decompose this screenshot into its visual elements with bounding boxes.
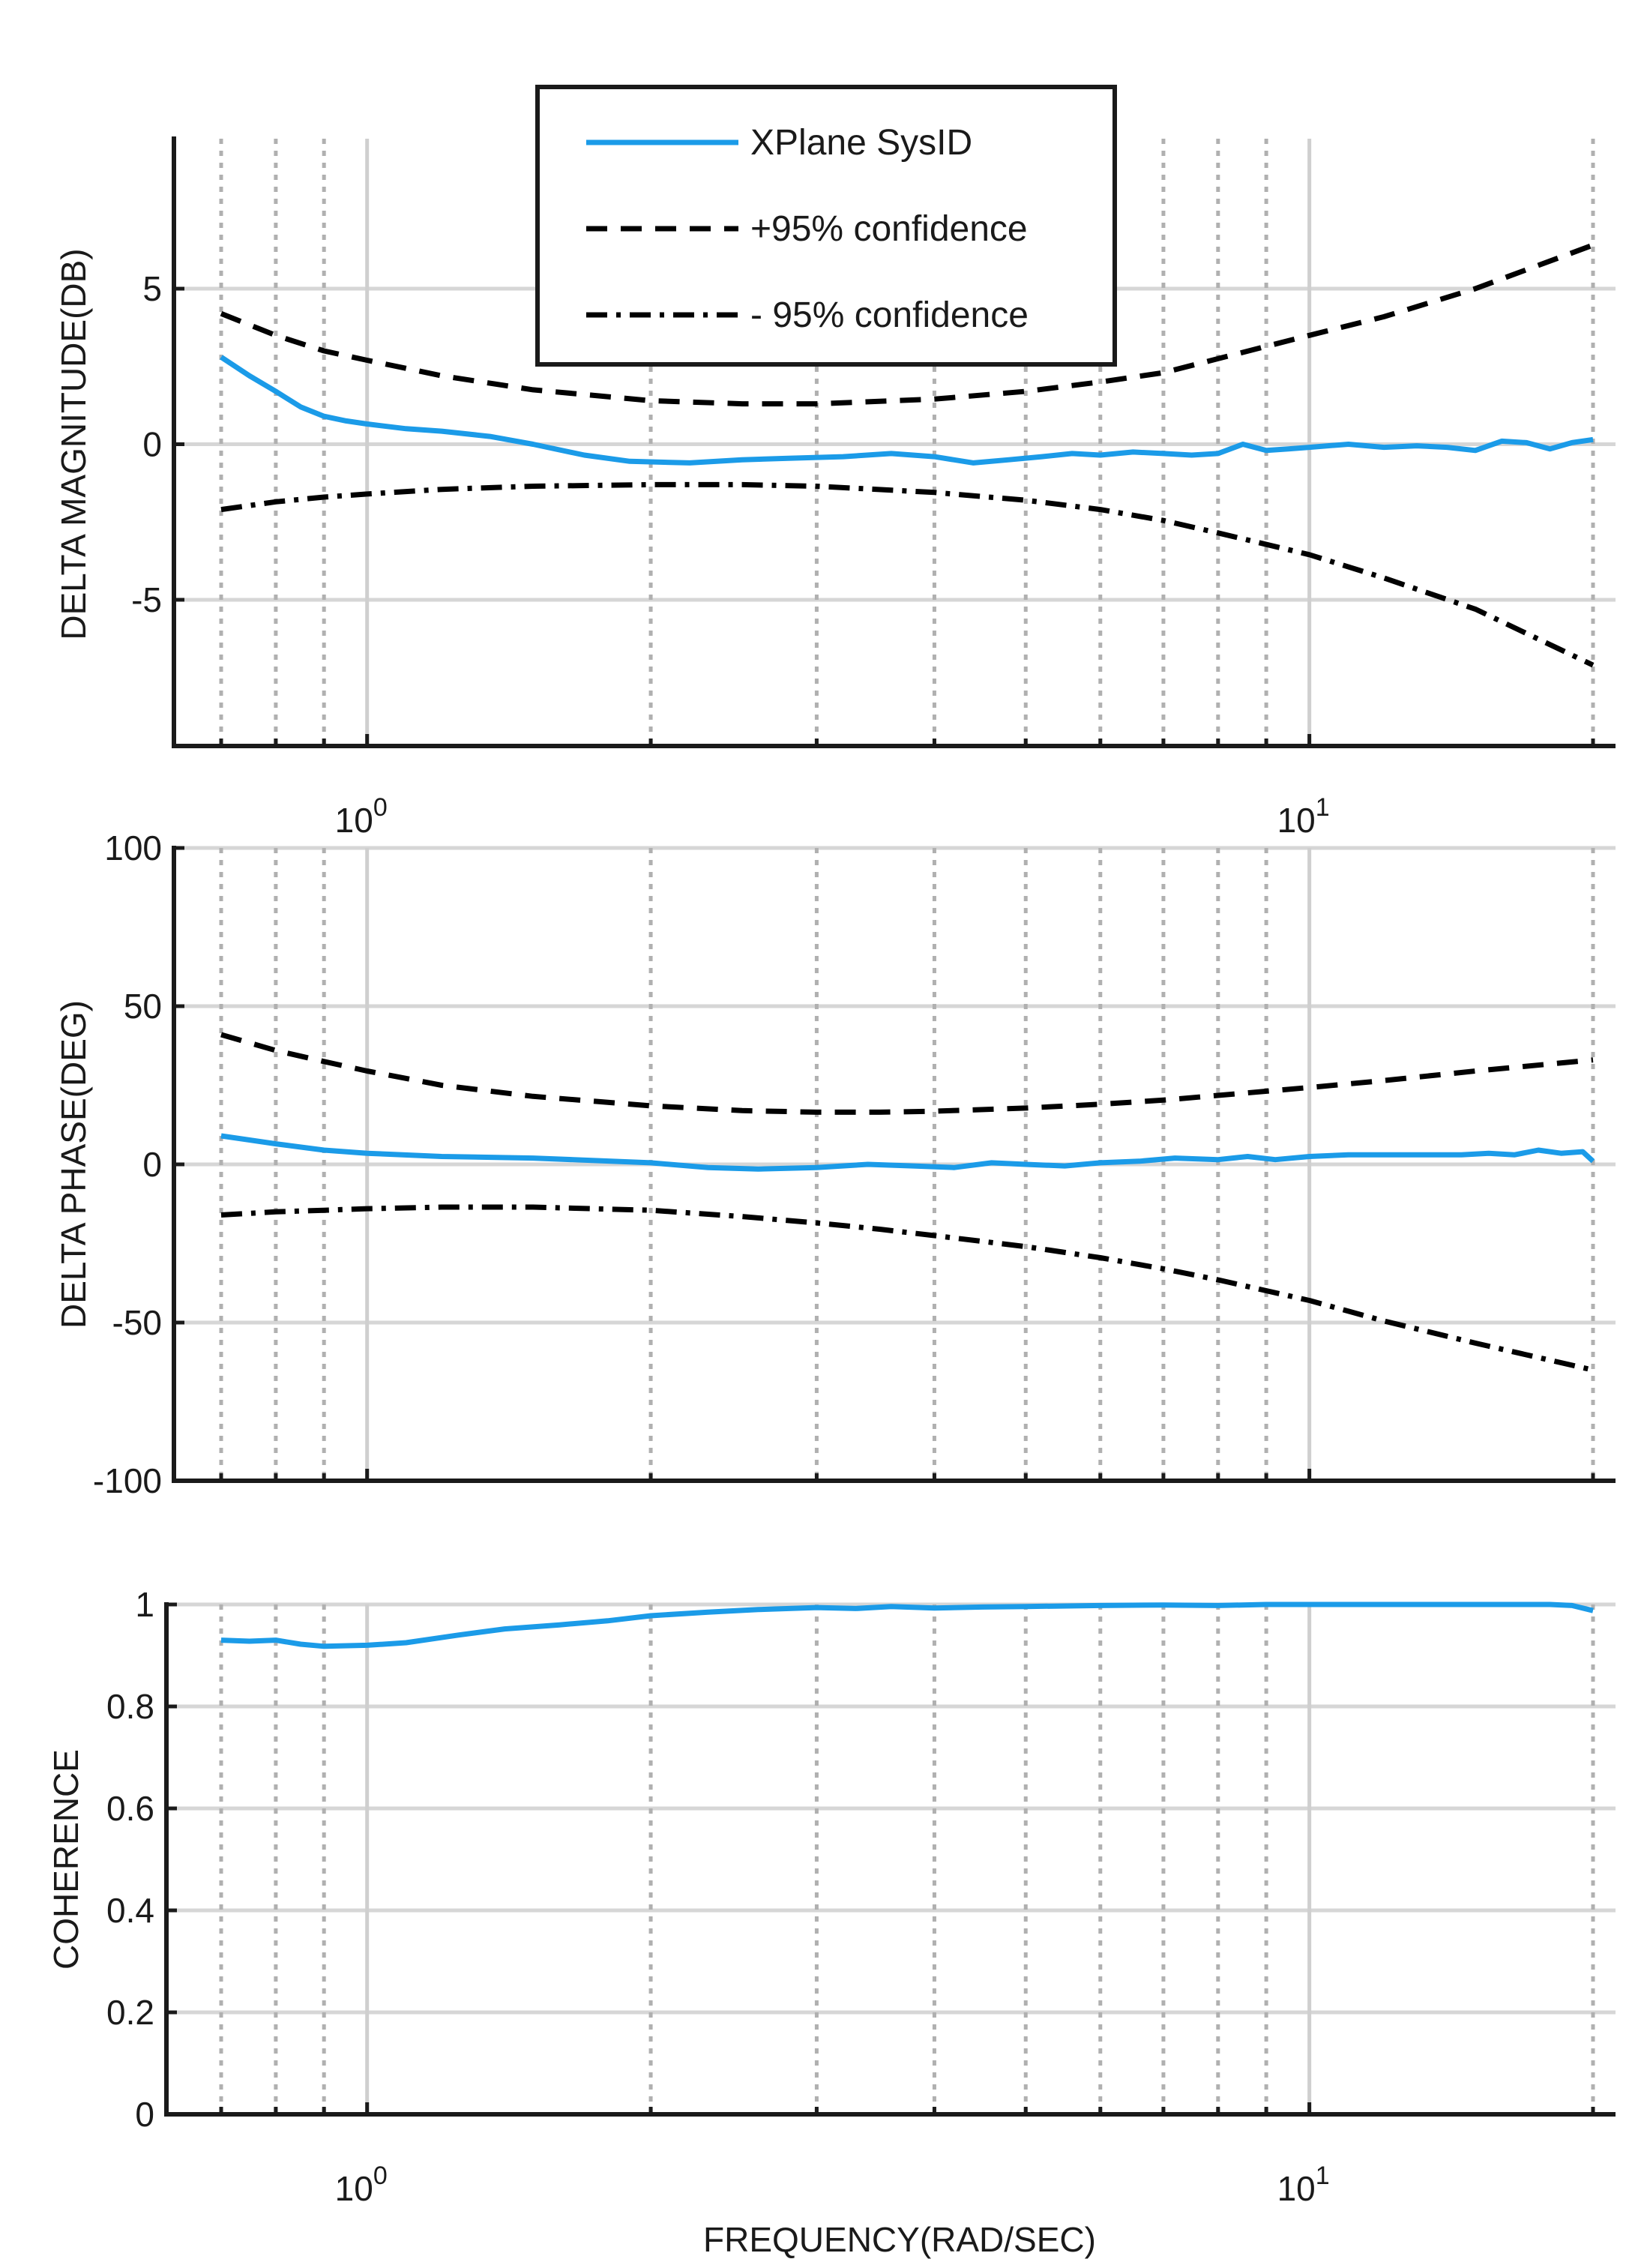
x-tick-label: 101 [1277, 2162, 1330, 2208]
y-tick-label: 0.8 [106, 1687, 154, 1726]
lower-confidence-line [220, 1204, 1594, 1373]
x-tick-label: 100 [335, 793, 388, 840]
legend-label-upper: +95% confidence [750, 209, 1028, 249]
y-tick-label: 0.6 [106, 1789, 154, 1828]
y-tick-label: 5 [142, 269, 162, 308]
y-axis-label: DELTA MAGNITUDE(DB) [54, 248, 93, 640]
y-tick-label: 0.2 [106, 1993, 154, 2032]
x-axis-label: FREQUENCY(RAD/SEC) [703, 2220, 1096, 2259]
lower-confidence-line [220, 481, 1595, 668]
y-tick-label: 100 [104, 828, 162, 867]
xplane-sysid-line [220, 1601, 1594, 1649]
legend-box [535, 85, 1117, 367]
y-tick-label: 0 [142, 1145, 162, 1184]
x-tick-label: 100 [335, 2162, 388, 2208]
y-tick-label: 50 [124, 987, 162, 1026]
xplane-sysid-line [220, 1133, 1595, 1172]
y-axis-label: COHERENCE [46, 1749, 85, 1970]
y-tick-label: -5 [131, 580, 162, 619]
y-tick-label: -50 [112, 1303, 162, 1342]
legend-label-xplane: XPlane SysID [750, 123, 972, 163]
y-tick-label: 0 [142, 425, 162, 464]
x-tick-label: 101 [1277, 793, 1330, 840]
magnitude-panel: 5 0 -5 100 101 DELTA MAGNITUDE(DB) [54, 136, 1616, 840]
y-tick-label: 0 [135, 2095, 154, 2134]
xplane-sysid-line [220, 355, 1594, 466]
upper-confidence-line [220, 242, 1595, 407]
legend: XPlane SysID +95% confidence - 95% confi… [535, 85, 1117, 367]
y-tick-label: 0.4 [106, 1891, 154, 1930]
coherence-panel: 1 0.8 0.6 0.4 0.2 0 100 101 COHERENCE FREQUENCY(R… [46, 1585, 1616, 2259]
phase-panel: 100 50 0 -50 -100 DELTA PHASE(DEG) [54, 828, 1616, 1500]
y-axis-label: DELTA PHASE(DEG) [54, 1000, 93, 1329]
y-tick-label: -100 [93, 1461, 162, 1500]
y-tick-label: 1 [135, 1585, 154, 1624]
upper-confidence-line [220, 1032, 1594, 1115]
legend-label-lower: - 95% confidence [750, 295, 1029, 335]
